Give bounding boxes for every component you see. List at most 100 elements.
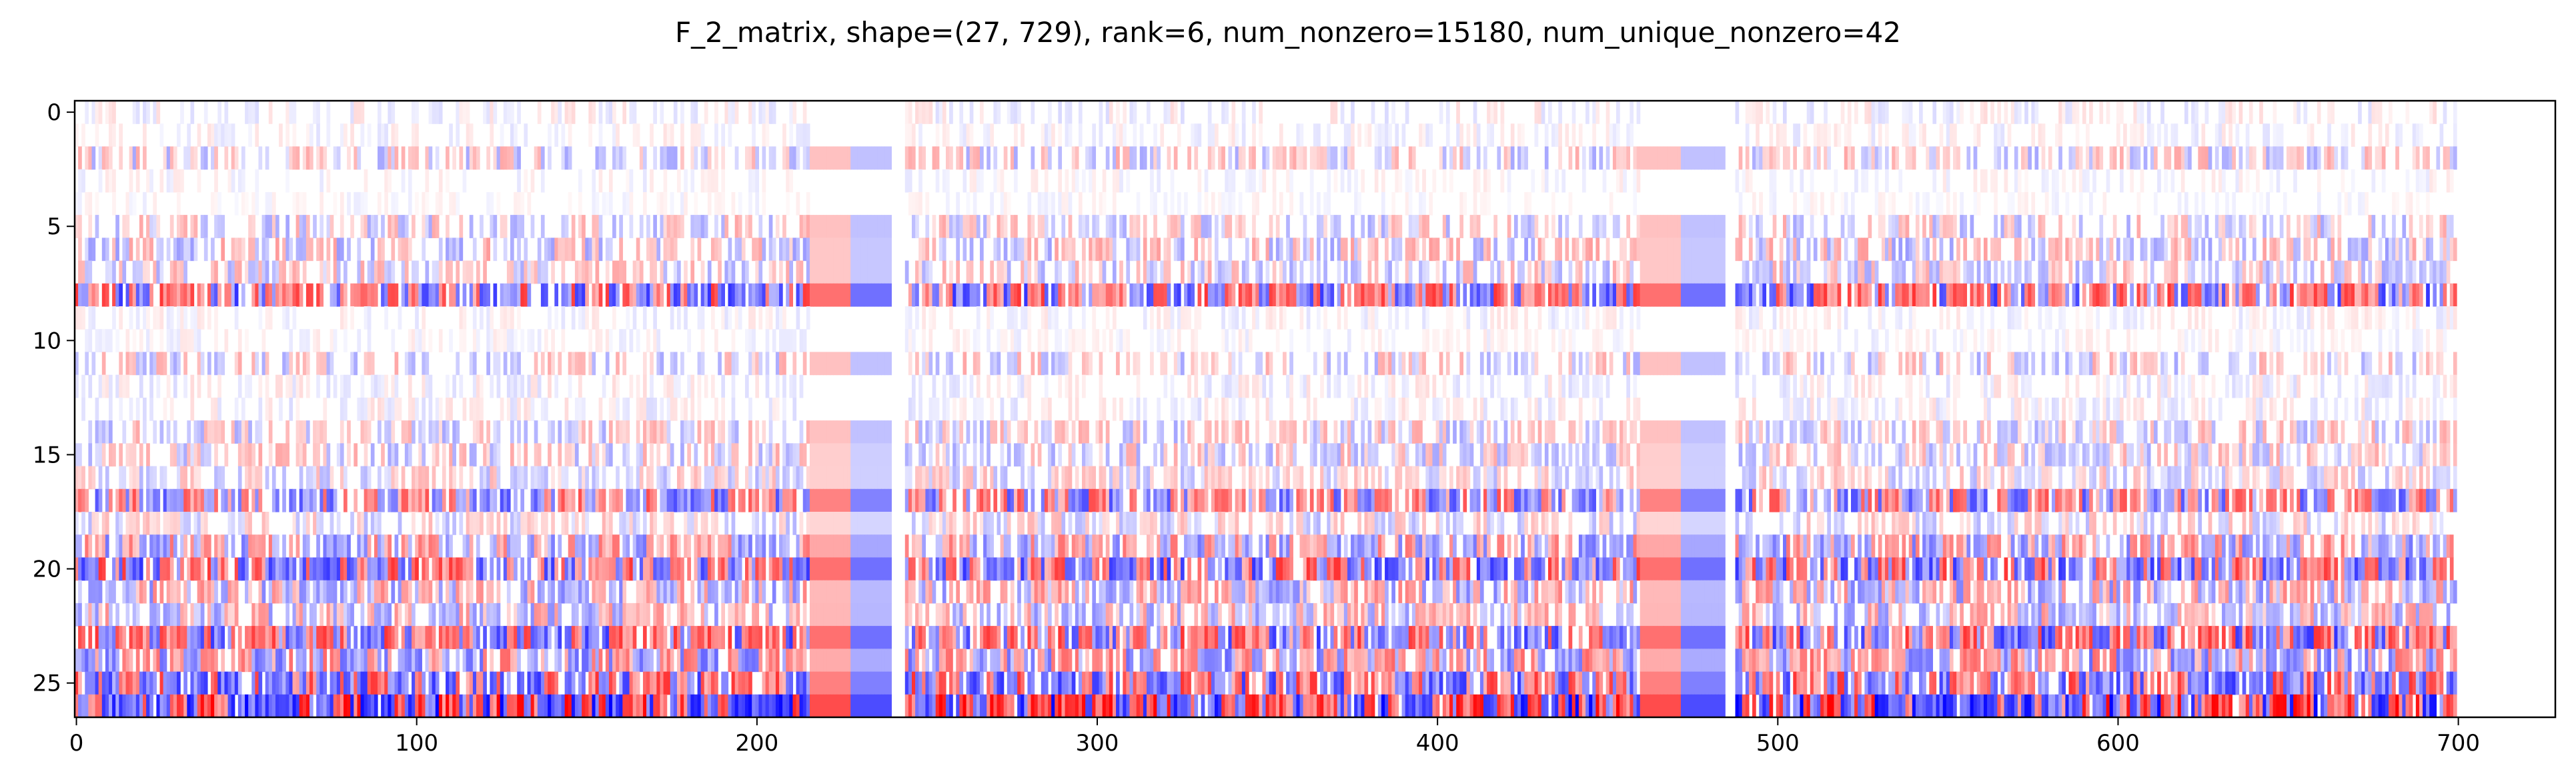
heatmap-cell — [806, 215, 810, 238]
heatmap-cell — [966, 260, 971, 284]
heatmap-cell — [1204, 420, 1209, 444]
heatmap-cell — [146, 101, 150, 124]
heatmap-cell — [1847, 101, 1852, 124]
heatmap-cell — [340, 191, 344, 216]
heatmap-cell — [472, 420, 477, 444]
heatmap-cell — [1269, 283, 1273, 307]
heatmap-cell — [1946, 101, 1950, 124]
heatmap-cell — [214, 397, 218, 421]
heatmap-cell — [561, 238, 566, 262]
heatmap-cell — [1892, 283, 1896, 307]
heatmap-cell — [1994, 283, 1998, 307]
heatmap-cell — [2327, 283, 2331, 307]
heatmap-cell — [2130, 169, 2134, 193]
heatmap-cell — [2276, 146, 2281, 170]
heatmap-cell — [2214, 260, 2219, 284]
heatmap-cell — [1786, 374, 1790, 398]
heatmap-cell — [1980, 374, 1984, 398]
heatmap-cell — [2170, 123, 2175, 147]
heatmap-cell — [2368, 397, 2373, 421]
heatmap-cell — [1102, 397, 1107, 421]
heatmap-cell — [973, 420, 977, 444]
heatmap-cell — [534, 374, 538, 398]
heatmap-cell — [302, 238, 307, 262]
heatmap-cell — [1745, 123, 1750, 147]
heatmap-cell — [806, 260, 810, 284]
heatmap-cell — [1425, 260, 1429, 284]
heatmap-cell — [1752, 191, 1756, 216]
heatmap-cell — [1878, 191, 1882, 216]
heatmap-cell — [323, 260, 328, 284]
heatmap-cell — [1055, 238, 1059, 262]
heatmap-cell — [1479, 238, 1484, 262]
heatmap-cell — [755, 283, 759, 307]
heatmap-cell — [1432, 169, 1437, 193]
heatmap-cell — [1830, 352, 1835, 376]
heatmap-cell — [1551, 191, 1555, 216]
heatmap-cell — [1636, 397, 1641, 421]
heatmap-cell — [1803, 374, 1808, 398]
heatmap-cell — [690, 283, 695, 307]
heatmap-cell — [642, 374, 647, 398]
heatmap-cell — [1333, 146, 1338, 170]
heatmap-cell — [1932, 169, 1937, 193]
heatmap-cell — [2381, 215, 2386, 238]
heatmap-cell — [1289, 329, 1293, 353]
heatmap-cell — [1932, 283, 1937, 307]
heatmap-cell — [908, 191, 912, 216]
heatmap-cell — [1275, 238, 1280, 262]
heatmap-cell — [486, 146, 490, 170]
heatmap-cell — [1385, 352, 1389, 376]
heatmap-cell — [1259, 352, 1263, 376]
heatmap-cell — [922, 306, 926, 330]
heatmap-cell — [616, 260, 620, 284]
heatmap-cell — [1667, 283, 1672, 307]
heatmap-cell — [1837, 260, 1842, 284]
heatmap-cell — [1745, 146, 1750, 170]
heatmap-cell — [2453, 238, 2457, 262]
heatmap-cell — [2453, 352, 2457, 376]
heatmap-cell — [438, 191, 443, 216]
heatmap-cell — [840, 238, 844, 262]
heatmap-cell — [101, 329, 106, 353]
heatmap-cell — [1905, 329, 1910, 353]
heatmap-cell — [500, 283, 504, 307]
heatmap-cell — [1708, 260, 1712, 284]
heatmap-cell — [2300, 306, 2305, 330]
heatmap-cell — [1021, 123, 1025, 147]
heatmap-cell — [1136, 352, 1141, 376]
heatmap-cell — [1650, 238, 1654, 262]
heatmap-cell — [1453, 397, 1457, 421]
heatmap-cell — [877, 352, 882, 376]
heatmap-cell — [268, 283, 273, 307]
heatmap-cell — [1688, 215, 1692, 238]
heatmap-cell — [966, 146, 971, 170]
heatmap-cell — [2164, 260, 2168, 284]
heatmap-cell — [1377, 352, 1382, 376]
heatmap-cell — [1061, 283, 1066, 307]
heatmap-cell — [673, 374, 678, 398]
heatmap-cell — [2248, 215, 2253, 238]
heatmap-cell — [1119, 283, 1123, 307]
heatmap-cell — [496, 146, 501, 170]
heatmap-cell — [122, 238, 127, 262]
heatmap-cell — [908, 306, 912, 330]
heatmap-cell — [122, 215, 127, 238]
heatmap-cell — [2214, 146, 2219, 170]
heatmap-cell — [305, 215, 310, 238]
heatmap-cell — [768, 215, 773, 238]
heatmap-cell — [653, 397, 657, 421]
heatmap-cell — [344, 329, 348, 353]
heatmap-cell — [496, 374, 501, 398]
heatmap-cell — [476, 374, 480, 398]
heatmap-cell — [2136, 374, 2141, 398]
heatmap-cell — [684, 191, 688, 216]
heatmap-cell — [1136, 215, 1141, 238]
heatmap-cell — [813, 283, 817, 307]
heatmap-cell — [2017, 397, 2022, 421]
heatmap-cell — [217, 101, 221, 124]
heatmap-cell — [2048, 306, 2052, 330]
heatmap-cell — [2123, 283, 2127, 307]
heatmap-cell — [656, 420, 661, 444]
heatmap-cell — [673, 146, 678, 170]
